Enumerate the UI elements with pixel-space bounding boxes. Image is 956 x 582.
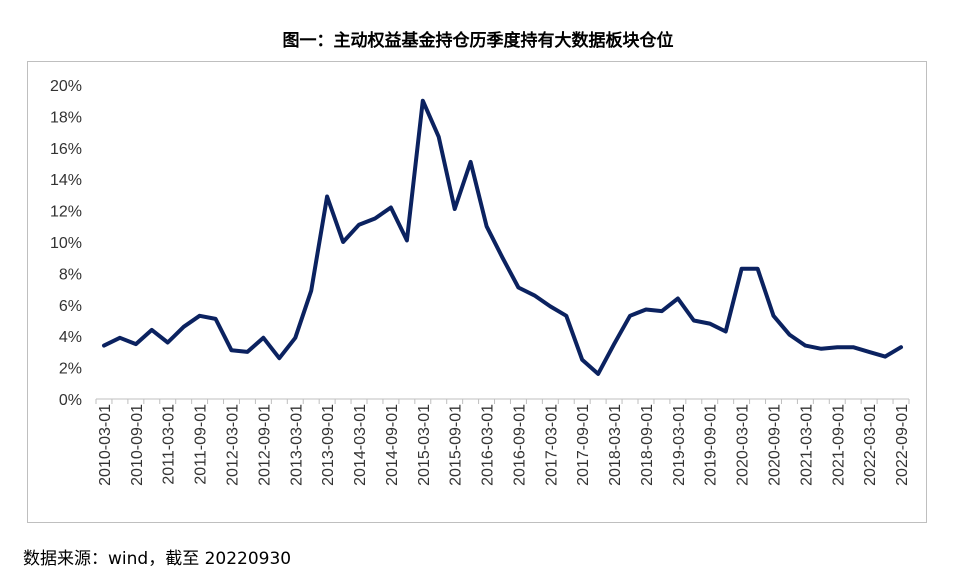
series-line — [102, 98, 903, 376]
x-tick-label: 2019-03-01 — [671, 404, 688, 486]
x-tick-label: 2022-03-01 — [862, 404, 879, 486]
x-tick-label: 2014-09-01 — [384, 404, 401, 486]
y-tick-label: 12% — [50, 204, 82, 221]
y-tick-label: 4% — [59, 329, 82, 346]
x-axis: 2010-03-01 2010-09-01 2011-03-01 2011-09-01… — [95, 398, 911, 486]
y-tick-label: 6% — [59, 298, 82, 315]
x-tick-label: 2011-03-01 — [161, 404, 178, 485]
x-tick-label: 2018-03-01 — [607, 404, 624, 486]
x-tick-label: 2013-03-01 — [288, 404, 305, 486]
y-axis-ticks: 0% 2% 4% 6% 8% 10% 12% 14% 16% 18% 20% — [50, 78, 82, 409]
y-tick-label: 18% — [50, 109, 82, 126]
chart-frame — [27, 61, 927, 523]
x-tick-label: 2020-09-01 — [767, 404, 784, 486]
x-tick-label: 2015-09-01 — [448, 404, 465, 486]
y-tick-label: 14% — [50, 172, 82, 189]
x-tick-label: 2016-09-01 — [511, 404, 528, 486]
y-tick-label: 2% — [59, 361, 82, 378]
x-tick-label: 2021-09-01 — [830, 404, 847, 486]
y-tick-label: 0% — [59, 392, 82, 409]
y-tick-label: 16% — [50, 141, 82, 158]
x-tick-label: 2014-03-01 — [352, 404, 369, 486]
x-tick-label: 2020-03-01 — [735, 404, 752, 486]
x-tick-label: 2015-03-01 — [416, 404, 433, 486]
x-tick-label: 2018-09-01 — [639, 404, 656, 486]
chart-title: 图一：主动权益基金持仓历季度持有大数据板块仓位 — [282, 31, 674, 51]
series-layer — [102, 98, 903, 376]
x-tick-label: 2011-09-01 — [193, 404, 210, 485]
x-tick-label: 2010-09-01 — [129, 404, 146, 486]
source-note: 数据来源：wind，截至 20220930 — [23, 549, 292, 569]
x-tick-label: 2016-03-01 — [480, 404, 497, 486]
x-tick-label: 2013-09-01 — [320, 404, 337, 486]
y-tick-label: 8% — [59, 266, 82, 283]
x-tick-label: 2021-03-01 — [798, 404, 815, 486]
x-tick-label: 2012-09-01 — [256, 404, 273, 486]
y-tick-label: 20% — [50, 78, 82, 95]
x-tick-label: 2022-09-01 — [894, 404, 911, 486]
y-tick-label: 10% — [50, 235, 82, 252]
x-tick-label: 2012-03-01 — [225, 404, 242, 486]
x-tick-label: 2019-09-01 — [703, 404, 720, 486]
x-tick-label: 2010-03-01 — [97, 404, 114, 486]
x-tick-label: 2017-09-01 — [575, 404, 592, 486]
x-tick-label: 2017-03-01 — [543, 404, 560, 486]
